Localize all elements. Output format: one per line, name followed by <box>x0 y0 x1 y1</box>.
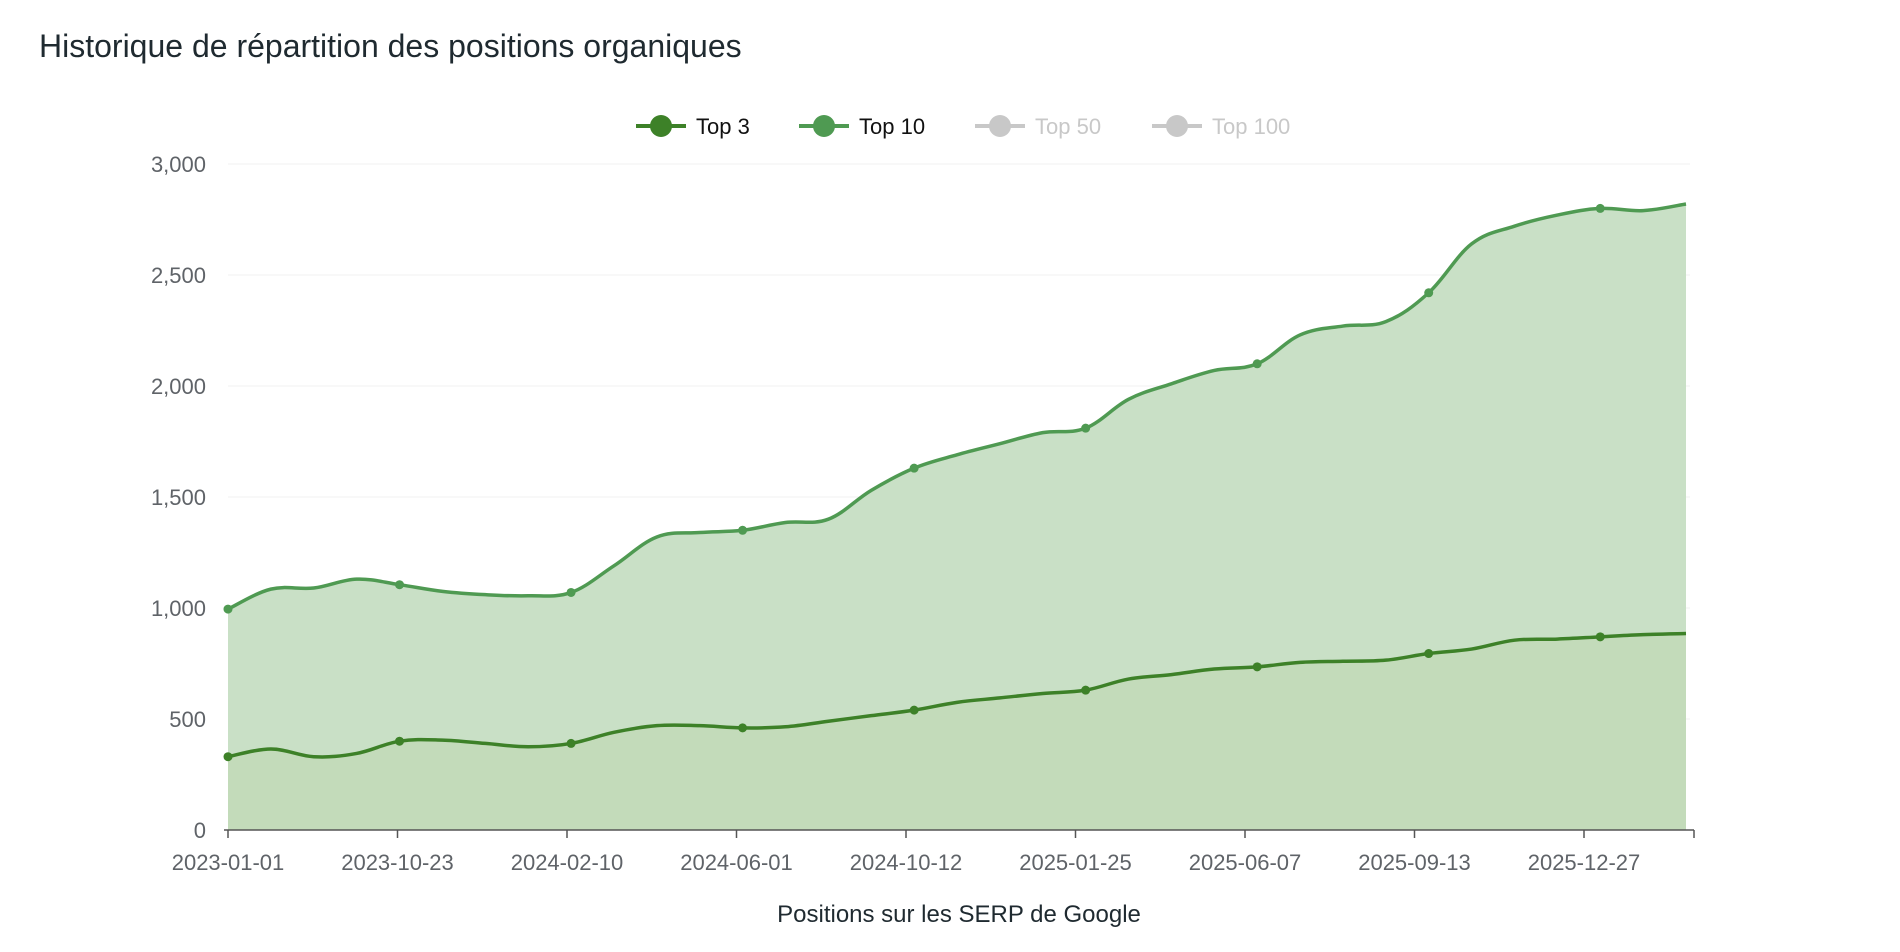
top10-point <box>395 580 405 590</box>
y-tick-label: 1,000 <box>151 596 206 621</box>
legend-label: Top 100 <box>1212 114 1290 139</box>
top10-point <box>1424 288 1434 298</box>
legend-label: Top 3 <box>696 114 750 139</box>
y-tick-label: 2,500 <box>151 263 206 288</box>
legend-item-top-3[interactable]: Top 3 <box>636 114 750 139</box>
top10-point <box>566 587 576 597</box>
legend-item-top-10[interactable]: Top 10 <box>799 114 925 139</box>
legend-label: Top 10 <box>859 114 925 139</box>
x-tick-label: 2024-10-12 <box>850 850 963 875</box>
top3-point <box>395 736 405 746</box>
y-tick-label: 2,000 <box>151 374 206 399</box>
legend-label: Top 50 <box>1035 114 1101 139</box>
x-axis-title: Positions sur les SERP de Google <box>777 901 1141 928</box>
x-tick-label: 2025-01-25 <box>1019 850 1132 875</box>
x-tick-label: 2024-06-01 <box>680 850 793 875</box>
top3-area <box>228 633 1686 830</box>
top3-point <box>1424 649 1434 659</box>
top10-point <box>738 525 748 535</box>
x-tick-label: 2024-02-10 <box>511 850 624 875</box>
legend-item-top-50[interactable]: Top 50 <box>975 114 1101 139</box>
x-tick-label: 2023-10-23 <box>341 850 454 875</box>
y-tick-label: 3,000 <box>151 152 206 177</box>
top10-point <box>1252 359 1262 369</box>
top10-point <box>1081 423 1091 433</box>
top3-point <box>909 705 919 715</box>
y-tick-label: 1,500 <box>151 485 206 510</box>
top3-point <box>1252 662 1262 672</box>
x-tick-label: 2023-01-01 <box>172 850 285 875</box>
top3-point <box>1081 685 1091 695</box>
top3-point <box>1595 632 1605 642</box>
top10-line <box>227 202 1687 611</box>
top10-point <box>909 463 919 473</box>
legend-swatch-dot <box>989 115 1011 137</box>
top3-point <box>738 723 748 733</box>
legend-swatch-dot <box>1166 115 1188 137</box>
chart-title: Historique de répartition des positions … <box>39 28 742 64</box>
x-tick-label: 2025-09-13 <box>1358 850 1471 875</box>
top3-point <box>566 738 576 748</box>
legend-swatch-dot <box>813 115 835 137</box>
y-tick-label: 500 <box>169 707 206 732</box>
y-tick-label: 0 <box>194 818 206 843</box>
x-tick-label: 2025-06-07 <box>1189 850 1302 875</box>
x-tick-label: 2025-12-27 <box>1528 850 1641 875</box>
top3-line <box>227 631 1687 759</box>
top10-point <box>223 604 233 614</box>
legend-item-top-100[interactable]: Top 100 <box>1152 114 1290 139</box>
top3-point <box>223 752 233 762</box>
legend-swatch-dot <box>650 115 672 137</box>
top10-point <box>1595 203 1605 213</box>
